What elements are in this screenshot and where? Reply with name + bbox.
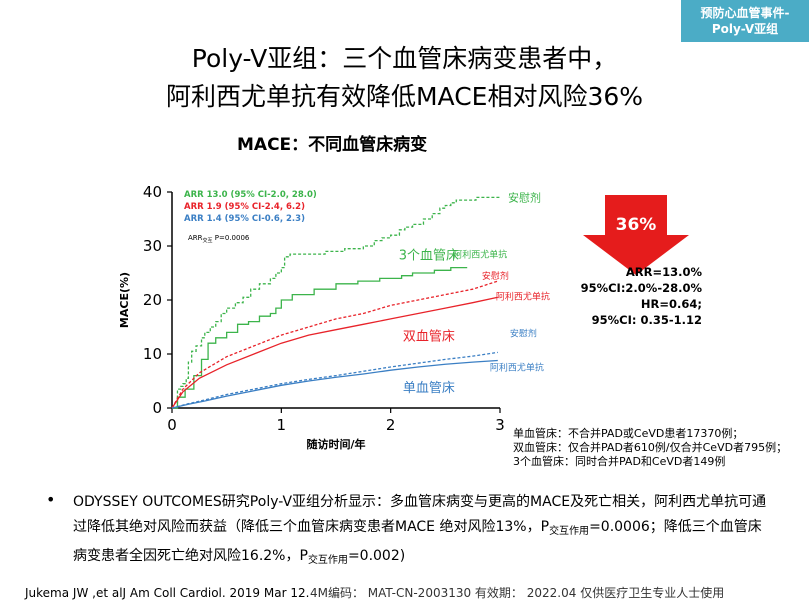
y-tick-label: 20 (143, 291, 162, 309)
series-end-label-one-bed-alirocumab: 阿利西尤单抗 (490, 361, 544, 373)
p-value-sub-1: 交互作用 (549, 526, 590, 537)
risk-reduction-arrow: 36% (583, 195, 689, 275)
series-end-label-three-beds-alirocumab: 阿利西尤单抗 (453, 249, 507, 261)
subgroup-tag-line-2: Poly-V亚组 (711, 22, 779, 36)
stats-arr-ci: 95%CI:2.0%-28.0% (580, 281, 702, 295)
legend-p-value: ARR交互 P=0.0006 (188, 234, 250, 244)
series-line-three-beds-alirocumab (172, 266, 468, 409)
definition-triple: 3个血管床：同时合并PAD和CeVD者149例 (513, 455, 726, 468)
slide-title-line-1: Poly-V亚组：三个血管床病变患者中， (191, 44, 618, 73)
summary-bullet: • (46, 490, 56, 509)
p-value-label-2: P (299, 548, 308, 564)
stats-arr: ARR=13.0% (625, 265, 702, 279)
stats-hr: HR=0.64; (640, 297, 702, 311)
x-axis-label: 随访时间/年 (306, 437, 365, 451)
group-label-0: 3个血管床 (399, 249, 459, 264)
p-value-sub-2: 交互作用 (307, 555, 348, 566)
group-definitions: 单血管床：不合并PAD或CeVD患者17370例； 双血管床：仅合并PAD者61… (513, 427, 787, 469)
legend-entry-1: ARR 1.9 (95% CI-2.4, 6.2) (184, 202, 305, 212)
legend-p-sub: 交互 (203, 237, 213, 244)
series-line-two-beds-alirocumab (171, 296, 498, 409)
x-tick-label: 3 (495, 416, 505, 434)
series-line-two-beds-placebo (171, 280, 499, 409)
subgroup-tag-line-1: 预防心血管事件- (700, 6, 790, 20)
y-tick-label: 0 (152, 399, 162, 417)
series-end-label-two-beds-alirocumab: 阿利西尤单抗 (496, 290, 550, 302)
x-tick-label: 2 (386, 416, 396, 434)
summary-part-2: =0.0006；降低三个血管床病变患者全因死亡绝对风险16.2%， (73, 519, 762, 564)
stats-box: ARR=13.0% 95%CI:2.0%-28.0% HR=0.64; 95%C… (572, 264, 702, 328)
summary-part-3: =0.002) (347, 548, 406, 564)
summary-text: ODYSSEY OUTCOMES研究Poly-V亚组分析显示：多血管床病变与更高… (73, 490, 773, 573)
series-line-one-bed-alirocumab (171, 359, 498, 409)
y-tick-label: 10 (143, 345, 162, 363)
y-tick-label: 40 (143, 183, 162, 201)
x-tick-label: 0 (167, 416, 177, 434)
chart-title: MACE：不同血管床病变 (237, 135, 428, 155)
legend-entry-0: ARR 13.0 (95% CI-2.0, 28.0) (184, 190, 317, 200)
series-line-three-beds-placebo (172, 196, 500, 409)
legend-p-prefix: ARR (188, 234, 203, 242)
chart-series (171, 196, 500, 409)
y-tick-label: 30 (143, 237, 162, 255)
series-end-label-two-beds-placebo: 安慰剂 (482, 270, 509, 282)
p-value-label-1: P (540, 519, 550, 535)
subgroup-tag: 预防心血管事件- Poly-V亚组 (681, 0, 809, 42)
chart-labels: 安慰剂阿利西尤单抗安慰剂阿利西尤单抗安慰剂阿利西尤单抗3个血管床双血管床单血管床… (184, 190, 550, 396)
series-end-label-one-bed-placebo: 安慰剂 (510, 327, 537, 339)
definition-single: 单血管床：不合并PAD或CeVD患者17370例； (513, 427, 744, 440)
slide-title-line-2: 阿利西尤单抗有效降低MACE相对风险36% (165, 82, 644, 111)
group-label-1: 双血管床 (403, 330, 455, 345)
slide-title: Poly-V亚组：三个血管床病变患者中， 阿利西尤单抗有效降低MACE相对风险3… (0, 40, 809, 116)
group-label-2: 单血管床 (403, 381, 455, 396)
legend-entry-2: ARR 1.4 (95% CI-0.6, 2.3) (184, 214, 305, 224)
x-tick-label: 1 (277, 416, 287, 434)
y-axis-label: MACE(%) (118, 272, 131, 328)
legend-p-suffix: P=0.0006 (213, 234, 250, 242)
document-meta: 4M编码： MAT-CN-2003130 有效期： 2022.04 仅供医疗卫生… (310, 586, 725, 600)
reference-citation: Jukema JW ,et alJ Am Coll Cardiol. 2019 … (25, 586, 310, 600)
risk-reduction-value: 36% (616, 215, 657, 235)
summary-part-1: ODYSSEY OUTCOMES研究Poly-V亚组分析显示：多血管床病变与更高… (73, 494, 767, 535)
definition-double: 双血管床：仅合并PAD者610例/仅合并CeVD者795例； (513, 441, 788, 454)
series-end-label-three-beds-placebo: 安慰剂 (508, 190, 541, 204)
series-line-one-bed-placebo (171, 351, 498, 409)
down-arrow-shape (583, 195, 689, 275)
stats-hr-ci: 95%CI: 0.35-1.12 (591, 313, 702, 327)
